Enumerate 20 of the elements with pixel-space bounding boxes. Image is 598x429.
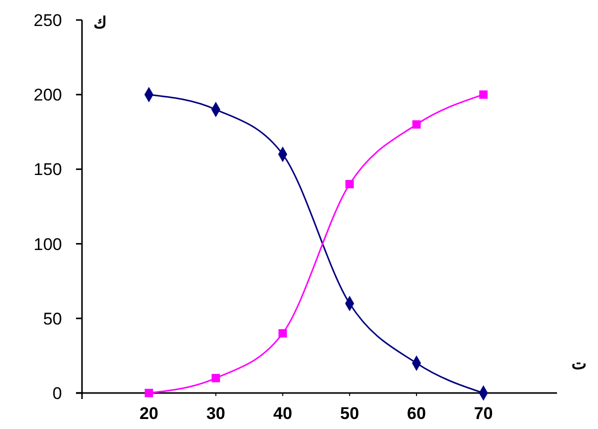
y-tick-label: 0: [52, 384, 62, 403]
point: [144, 388, 154, 398]
point: [479, 90, 488, 99]
point: [345, 180, 354, 188]
x-tick-label: 60: [407, 404, 426, 423]
y-axis-title: ك: [94, 15, 106, 32]
x-axis-title: ت: [572, 356, 586, 373]
point: [278, 329, 287, 338]
y-tick-label: 250: [34, 10, 62, 30]
point: [212, 374, 220, 382]
x-tick-label: 40: [273, 404, 292, 423]
x-tick-label: 50: [340, 404, 360, 423]
y-tick-label: 200: [34, 86, 62, 105]
y-tick-label: 100: [34, 234, 62, 254]
point: [412, 120, 421, 129]
y-tick-label: 150: [34, 160, 62, 180]
x-tick-label: 30: [206, 404, 226, 423]
x-tick-label: 20: [139, 404, 158, 423]
y-tick-label: 50: [43, 309, 62, 328]
x-tick-label: 70: [474, 404, 493, 423]
